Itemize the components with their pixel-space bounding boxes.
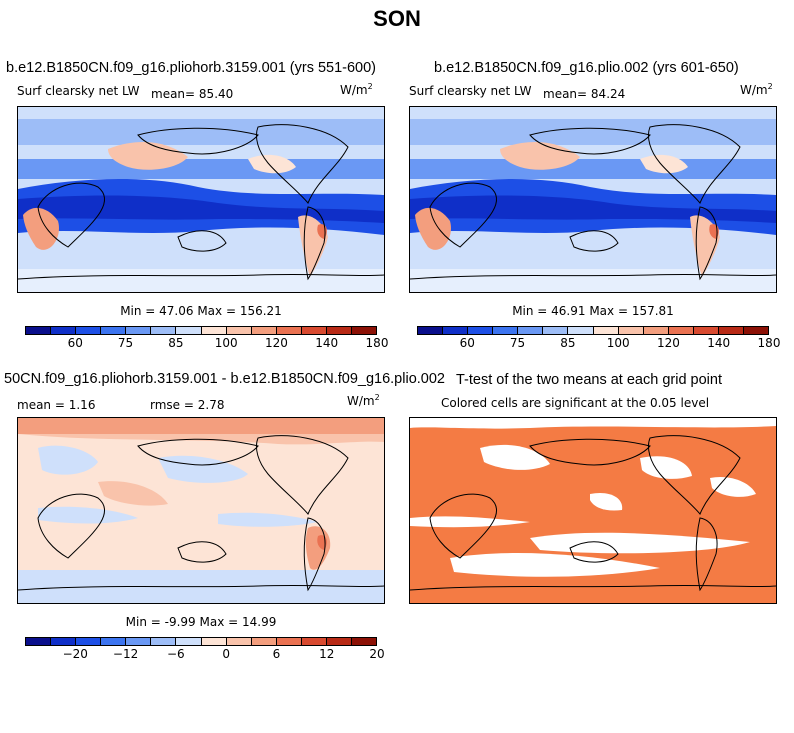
colorbar-swatch [718,327,745,334]
colorbar-tick-label: 120 [656,336,680,350]
panel-2-title: b.e12.B1850CN.f09_g16.plio.002 (yrs 601-… [434,60,739,76]
panel-1-units: W/m2 [340,82,373,97]
colorbar-swatch [744,327,769,334]
panel-4-subtitle: Colored cells are significant at the 0.0… [441,396,710,410]
colorbar-tick-label: 180 [365,336,389,350]
panel-1-min-max: Min = 47.06 Max = 156.21 [120,304,282,318]
colorbar-swatch [251,327,277,334]
colorbar-tick-label: 60 [67,336,83,350]
colorbar-tick-label: −6 [166,647,185,661]
colorbar-swatch [593,327,619,334]
colorbar-tick-label: 6 [272,647,281,661]
colorbar-tick-label: 75 [509,336,526,350]
colorbar-swatch [51,327,77,334]
panel-2-variable: Surf clearsky net LW [409,84,532,98]
colorbar-swatch [126,327,152,334]
colorbar-swatch [51,638,77,645]
colorbar-swatch [326,327,353,334]
panel-2-units: W/m2 [740,82,773,97]
colorbar-swatch [352,638,377,645]
colorbar-tick-label: 60 [459,336,475,350]
colorbar-swatch [326,638,353,645]
panel-2-mean: mean= 84.24 [543,87,626,101]
colorbar-swatch [151,327,177,334]
colorbar-tick-label: 180 [757,336,781,350]
colorbar-tick-label: 85 [560,336,576,350]
panel-1-variable: Surf clearsky net LW [17,84,140,98]
colorbar-swatch [226,638,252,645]
colorbar-swatch [643,327,669,334]
colorbar-swatch [543,327,569,334]
panel-1-map [17,106,385,293]
colorbar-swatch [443,327,469,334]
colorbar-swatch [352,327,377,334]
colorbar-swatch [101,327,127,334]
colorbar-absolute-right-ticks: 60 75 85 100 120 140 180 [417,336,781,350]
panel-3-mean: mean = 1.16 [17,398,96,412]
colorbar-tick-label: 0 [222,647,230,661]
colorbar-swatch [101,638,127,645]
colorbar-swatch [276,327,302,334]
colorbar-swatch [176,327,202,334]
colorbar-tick-label: 100 [606,336,630,350]
colorbar-swatch [493,327,519,334]
panel-4-map [409,417,777,604]
colorbar-absolute-left [25,326,377,335]
colorbar-swatch [468,327,494,334]
panel-1-mean: mean= 85.40 [151,87,234,101]
colorbar-swatch [201,327,227,334]
colorbar-tick-label: 12 [319,647,335,661]
colorbar-swatch [418,327,444,334]
colorbar-swatch [668,327,694,334]
colorbar-swatch [76,638,102,645]
colorbar-tick-label: 75 [117,336,134,350]
colorbar-difference [25,637,377,646]
colorbar-absolute-left-ticks: 60 75 85 100 120 140 180 [25,336,389,350]
colorbar-swatch [618,327,644,334]
colorbar-swatch [176,638,202,645]
colorbar-tick-label: 100 [214,336,238,350]
panel-3-title: 50CN.f09_g16.pliohorb.3159.001 - b.e12.B… [4,371,445,387]
colorbar-difference-ticks: −20 −12 −6 0 6 12 20 [25,647,385,661]
colorbar-tick-label: 140 [707,336,731,350]
panel-4-title: T-test of the two means at each grid poi… [456,372,722,388]
colorbar-tick-label: −20 [62,647,88,661]
colorbar-swatch [201,638,227,645]
colorbar-absolute-right [417,326,769,335]
colorbar-tick-label: 20 [369,647,385,661]
colorbar-swatch [151,638,177,645]
colorbar-swatch [76,327,102,334]
colorbar-swatch [26,327,52,334]
panel-1-title: b.e12.B1850CN.f09_g16.pliohorb.3159.001 … [6,60,377,76]
panel-3-map [17,417,385,604]
colorbar-swatch [226,327,252,334]
colorbar-swatch [568,327,594,334]
colorbar-swatch [276,638,302,645]
colorbar-tick-label: −12 [112,647,139,661]
colorbar-swatch [251,638,277,645]
colorbar-tick-label: 85 [168,336,184,350]
panel-2-min-max: Min = 46.91 Max = 157.81 [512,304,674,318]
panel-3-rmse: rmse = 2.78 [150,398,225,412]
figure-title: SON [373,6,421,31]
colorbar-swatch [301,327,327,334]
panel-3-min-max: Min = -9.99 Max = 14.99 [125,615,277,629]
colorbar-swatch [693,327,719,334]
colorbar-swatch [301,638,327,645]
colorbar-tick-label: 140 [315,336,339,350]
colorbar-swatch [126,638,152,645]
colorbar-tick-label: 120 [264,336,288,350]
panel-2-map [409,106,777,293]
panel-3-units: W/m2 [347,393,380,408]
colorbar-swatch [518,327,544,334]
colorbar-swatch [26,638,52,645]
